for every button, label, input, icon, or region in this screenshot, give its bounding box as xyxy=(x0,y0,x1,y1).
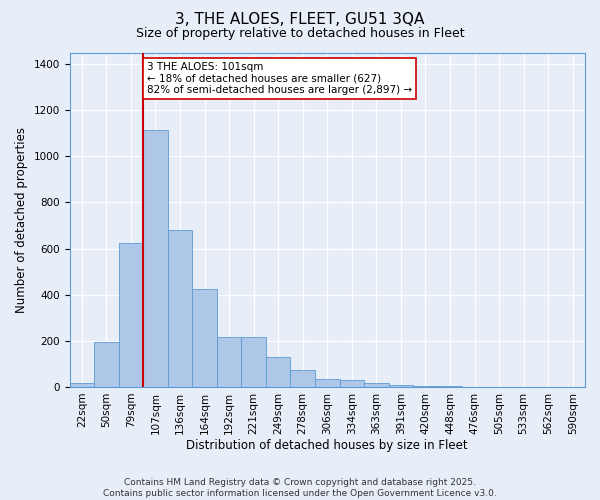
Bar xyxy=(315,379,340,387)
Bar xyxy=(143,130,168,387)
Text: 3 THE ALOES: 101sqm
← 18% of detached houses are smaller (627)
82% of semi-detac: 3 THE ALOES: 101sqm ← 18% of detached ho… xyxy=(147,62,412,95)
Bar xyxy=(266,357,290,387)
Bar xyxy=(168,230,192,387)
Text: Contains HM Land Registry data © Crown copyright and database right 2025.
Contai: Contains HM Land Registry data © Crown c… xyxy=(103,478,497,498)
Bar xyxy=(192,289,217,387)
Bar xyxy=(217,338,241,387)
Bar xyxy=(364,383,389,387)
Bar xyxy=(389,384,413,387)
Text: Size of property relative to detached houses in Fleet: Size of property relative to detached ho… xyxy=(136,28,464,40)
Bar xyxy=(290,370,315,387)
Bar xyxy=(340,380,364,387)
Bar xyxy=(241,338,266,387)
Bar xyxy=(413,386,438,387)
Y-axis label: Number of detached properties: Number of detached properties xyxy=(15,126,28,312)
X-axis label: Distribution of detached houses by size in Fleet: Distribution of detached houses by size … xyxy=(187,440,468,452)
Text: 3, THE ALOES, FLEET, GU51 3QA: 3, THE ALOES, FLEET, GU51 3QA xyxy=(175,12,425,28)
Bar xyxy=(94,342,119,387)
Bar xyxy=(70,384,94,387)
Bar xyxy=(438,386,462,387)
Bar xyxy=(119,243,143,387)
